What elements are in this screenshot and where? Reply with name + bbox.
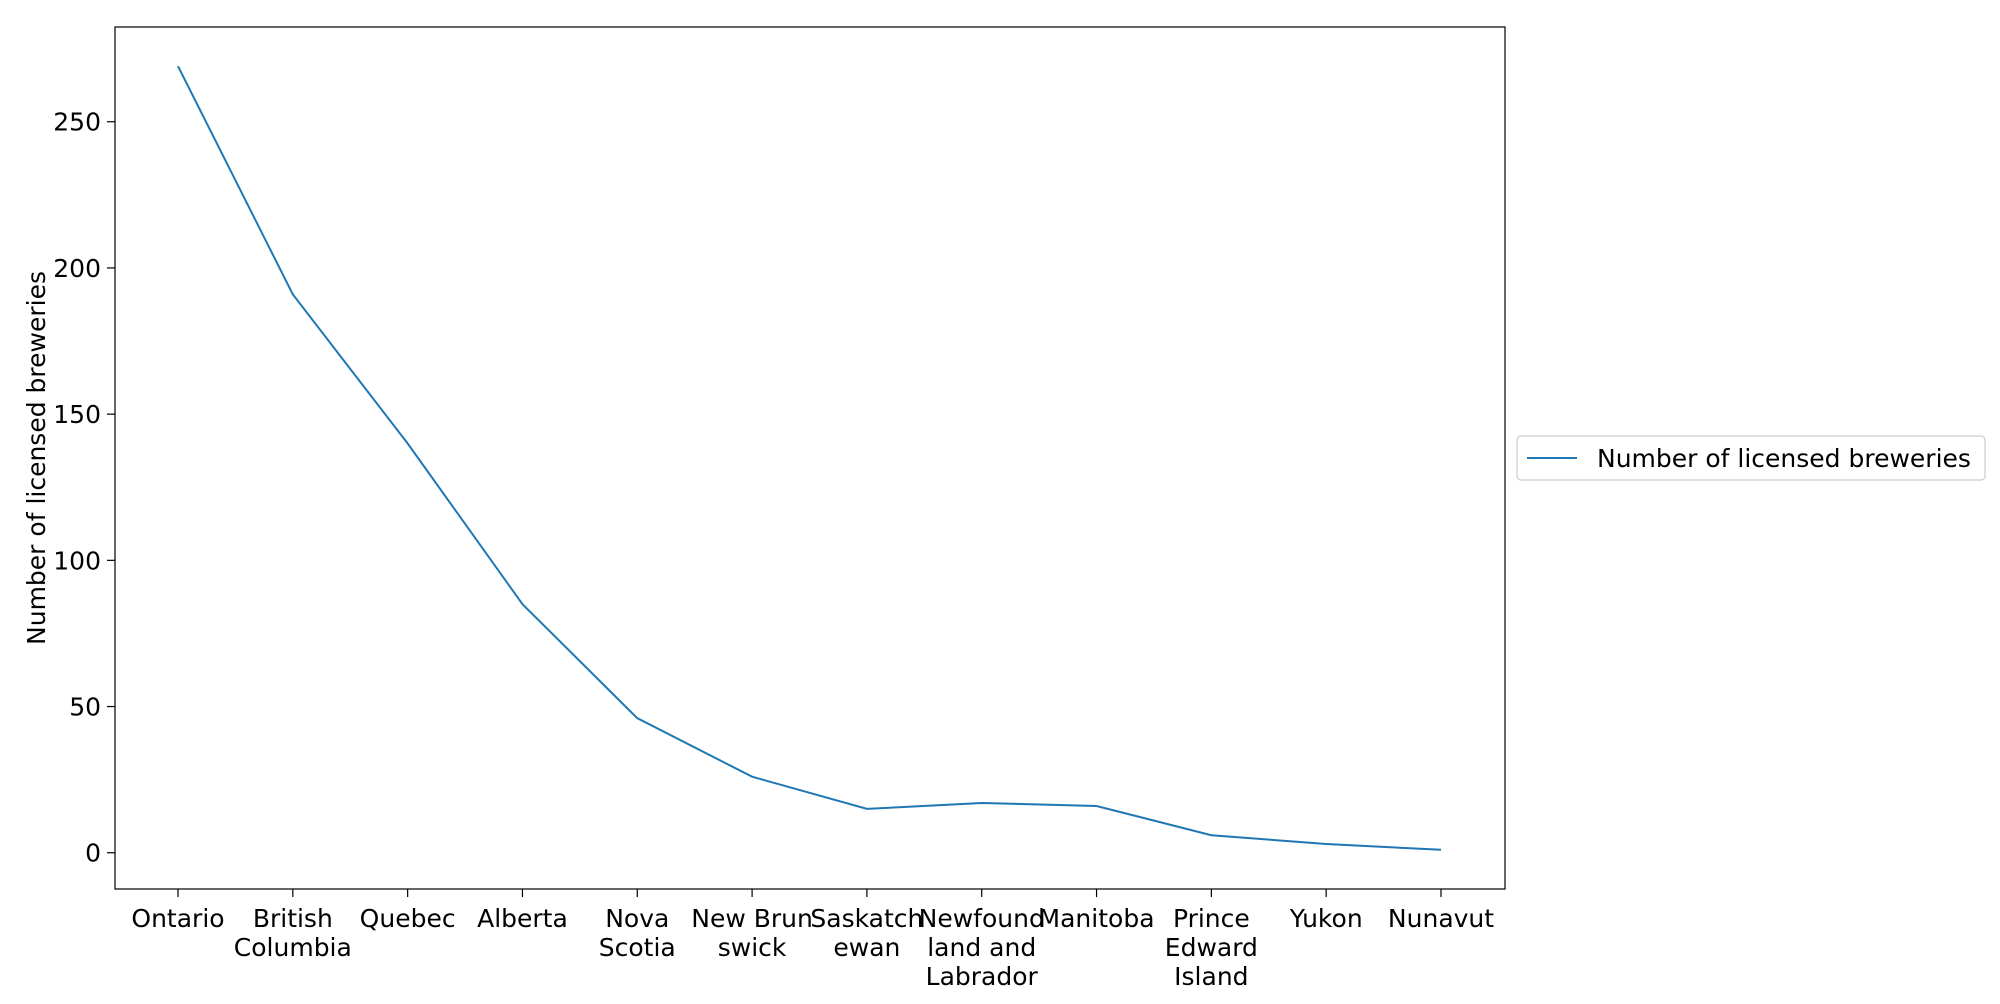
x-tick-label-line: Edward	[1165, 933, 1258, 962]
x-tick-label-line: Ontario	[131, 904, 224, 933]
plot-area	[115, 27, 1505, 889]
y-axis: 0 50 100 150 200 250	[53, 108, 115, 868]
x-tick-label: Quebec	[360, 904, 456, 933]
x-tick-label-line: Prince	[1173, 904, 1250, 933]
x-tick-label-line: Nova	[605, 904, 669, 933]
x-tick-label-line: Island	[1174, 962, 1248, 991]
x-tick-label-line: Labrador	[926, 962, 1039, 991]
x-tick-label-line: Manitoba	[1039, 904, 1155, 933]
y-tick-label: 0	[85, 839, 101, 868]
x-tick-label-line: Quebec	[360, 904, 456, 933]
x-tick-label-line: land and	[927, 933, 1036, 962]
x-tick-label: Manitoba	[1039, 904, 1155, 933]
x-tick-label-line: Saskatch	[810, 904, 923, 933]
y-tick-label: 250	[53, 108, 101, 137]
x-tick-label-line: New Brun	[691, 904, 813, 933]
x-tick-label-line: Alberta	[477, 904, 568, 933]
x-tick-label: Nunavut	[1388, 904, 1494, 933]
x-tick-label-line: swick	[718, 933, 787, 962]
plot-frame	[115, 27, 1505, 889]
x-tick-label-line: Columbia	[234, 933, 352, 962]
x-tick-label: Alberta	[477, 904, 568, 933]
series-line	[178, 66, 1441, 850]
series-layer	[178, 66, 1441, 850]
x-tick-label-line: British	[253, 904, 333, 933]
x-tick-label-line: Newfound	[919, 904, 1045, 933]
y-tick-label: 100	[53, 546, 101, 575]
legend-label: Number of licensed breweries	[1597, 444, 1971, 473]
y-tick-label: 50	[69, 693, 101, 722]
x-tick-label-line: Yukon	[1289, 904, 1363, 933]
y-axis-label: Number of licensed breweries	[22, 271, 51, 645]
y-tick-label: 200	[53, 254, 101, 283]
x-tick-label-line: Scotia	[599, 933, 676, 962]
x-tick-label: Yukon	[1289, 904, 1363, 933]
x-tick-label-line: Nunavut	[1388, 904, 1494, 933]
x-tick-label-line: ewan	[833, 933, 900, 962]
x-tick-label: Ontario	[131, 904, 224, 933]
legend: Number of licensed breweries	[1517, 436, 1985, 480]
y-tick-label: 150	[53, 400, 101, 429]
